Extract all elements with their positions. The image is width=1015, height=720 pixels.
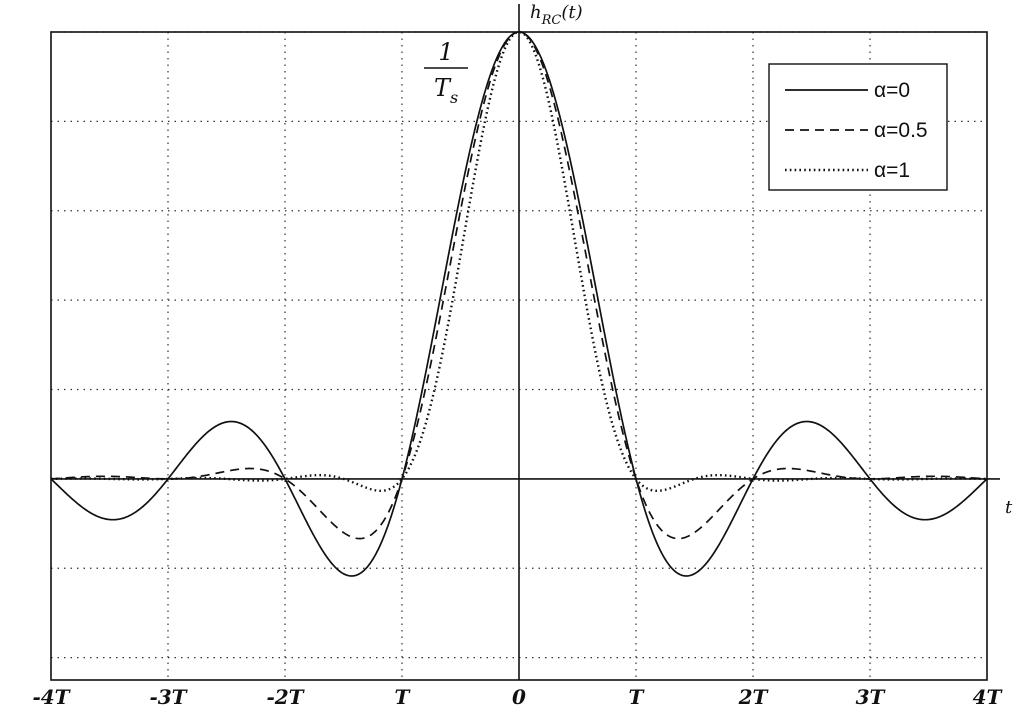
y-axis-label-subscript: RC <box>541 13 562 28</box>
legend-label-2: α=0.5 <box>874 119 928 142</box>
peak-label: 1 Ts <box>424 38 468 107</box>
series-line-2 <box>50 31 988 540</box>
x-tick-label: 4T <box>973 685 1004 709</box>
peak-label-denominator-base: T <box>434 74 452 102</box>
x-tick-label: -4T <box>32 685 71 709</box>
legend-label-3: α=1 <box>874 159 910 182</box>
series-group <box>50 30 988 577</box>
peak-label-denominator-subscript: s <box>450 88 458 107</box>
y-axis-label-base: h <box>530 2 542 23</box>
legend-label-1: α=0 <box>874 79 910 102</box>
x-tick-label: -2T <box>266 685 305 709</box>
x-tick-label: T <box>395 685 412 709</box>
x-tick-label: -3T <box>149 685 188 709</box>
x-axis-label: t <box>1005 497 1013 518</box>
x-tick-label: 0 <box>512 685 526 709</box>
x-tick-label: T <box>629 685 646 709</box>
y-axis-label: hRC(t) <box>530 2 583 28</box>
peak-label-denominator: Ts <box>434 74 458 107</box>
peak-label-numerator: 1 <box>438 38 453 66</box>
series-line-3 <box>50 30 988 493</box>
x-tick-labels: -4T -3T -2T T 0 T 2T 3T 4T <box>32 685 1003 709</box>
legend: α=0 α=0.5 α=1 <box>768 63 948 191</box>
y-axis-label-arg: (t) <box>561 2 582 23</box>
x-tick-label: 3T <box>856 685 887 709</box>
x-tick-label: 2T <box>738 685 770 709</box>
